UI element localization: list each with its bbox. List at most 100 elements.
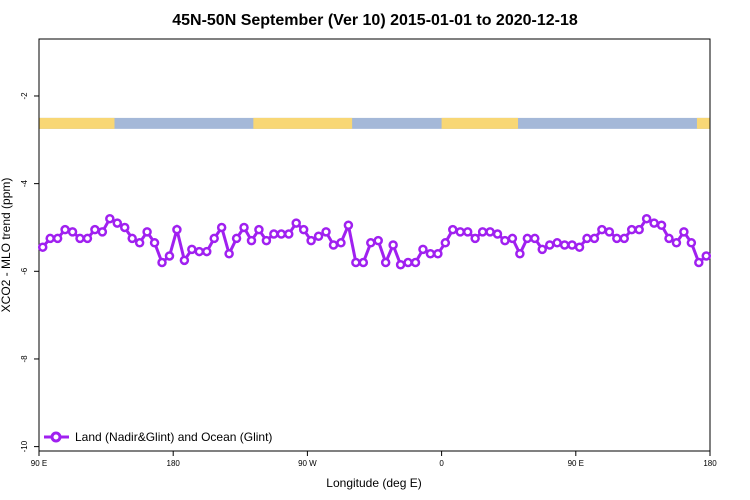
data-point <box>284 229 294 239</box>
data-point <box>634 224 644 235</box>
data-point <box>537 244 547 255</box>
data-point <box>462 227 473 237</box>
land-segment <box>441 117 519 129</box>
data-point <box>202 246 212 257</box>
data-point <box>306 235 316 246</box>
data-point <box>60 224 70 235</box>
data-point <box>298 224 309 235</box>
x-tick-label: 90 E <box>568 459 584 468</box>
data-point <box>418 244 428 255</box>
data-point <box>544 240 555 250</box>
data-point <box>649 218 659 228</box>
data-point <box>589 233 600 244</box>
data-point <box>216 222 227 233</box>
data-point <box>90 224 100 235</box>
data-point <box>530 233 540 244</box>
data-point <box>626 224 637 235</box>
land-segment <box>253 117 353 129</box>
data-point <box>239 222 249 233</box>
x-tick-label: 90 W <box>298 459 317 468</box>
data-point <box>343 220 354 231</box>
data-point <box>82 233 93 244</box>
land-segment <box>696 117 710 129</box>
data-point <box>604 227 615 237</box>
y-axis: -2 -4 -6 -8 -10 <box>20 92 39 452</box>
ocean-band <box>39 117 710 129</box>
data-point <box>694 257 704 268</box>
x-tick-label: 180 <box>167 459 181 468</box>
data-point <box>291 218 301 228</box>
land-ocean-strip <box>39 117 710 129</box>
y-tick-label: -2 <box>20 92 29 100</box>
data-point <box>366 238 376 248</box>
x-tick-label: 180 <box>703 459 717 468</box>
data-point <box>52 233 63 244</box>
data-point <box>410 257 421 268</box>
data-point <box>127 233 137 244</box>
data-point <box>455 227 465 237</box>
y-tick-label: -8 <box>20 355 29 363</box>
y-tick-label: -10 <box>20 440 29 452</box>
chart-title: 45N-50N September (Ver 10) 2015-01-01 to… <box>172 12 578 29</box>
data-point <box>574 242 585 252</box>
data-point <box>686 238 697 248</box>
y-tick-label: -4 <box>20 180 29 188</box>
data-point <box>112 218 123 228</box>
data-point <box>485 227 495 237</box>
data-point <box>269 229 279 239</box>
data-point <box>552 238 562 248</box>
data-point <box>470 233 480 244</box>
x-axis-label: Longitude (deg E) <box>326 476 421 490</box>
data-point <box>157 257 167 268</box>
data-point <box>231 233 242 244</box>
x-axis: 90 E 180 90 W 0 90 E 180 <box>31 451 717 468</box>
data-point <box>380 257 391 268</box>
data-point <box>597 224 607 235</box>
data-point <box>37 242 48 252</box>
data-point <box>701 251 712 261</box>
data-point <box>149 238 160 248</box>
data-point <box>119 222 130 233</box>
data-point <box>134 238 145 248</box>
data-point <box>507 233 518 244</box>
data-point <box>351 257 361 268</box>
data-point <box>433 249 443 259</box>
data-point <box>67 227 78 237</box>
data-point <box>612 233 622 244</box>
data-point <box>567 240 577 250</box>
data-point <box>321 227 331 237</box>
data-point <box>395 259 406 270</box>
data-point <box>656 220 667 231</box>
data-point <box>105 213 115 224</box>
data-point <box>187 244 197 255</box>
data-point <box>388 240 398 250</box>
data-point <box>75 233 85 244</box>
x-tick-label: 0 <box>439 459 444 468</box>
legend-marker <box>50 431 62 443</box>
data-point <box>328 240 339 250</box>
data-point <box>194 246 205 257</box>
data-point <box>172 224 182 235</box>
data-point <box>276 229 287 239</box>
data-point <box>515 249 525 259</box>
data-point <box>641 213 652 224</box>
data-point <box>164 251 175 261</box>
data-point <box>261 235 272 246</box>
data-point <box>671 238 682 248</box>
data-point <box>559 240 570 250</box>
data-point <box>492 229 503 239</box>
y-tick-label: -6 <box>20 267 29 275</box>
data-point <box>97 227 108 237</box>
data-point <box>425 249 436 259</box>
y-axis-label: XCO2 - MLO trend (ppm) <box>0 178 13 313</box>
data-point <box>313 231 324 241</box>
data-point <box>373 235 383 246</box>
data-point <box>179 255 190 266</box>
legend-entry: Land (Nadir&Glint) and Ocean (Glint) <box>75 430 272 444</box>
legend: Land (Nadir&Glint) and Ocean (Glint) <box>44 430 272 444</box>
data-point <box>254 224 264 235</box>
data-point <box>582 233 592 244</box>
data-point <box>679 227 689 237</box>
data-point <box>500 235 510 246</box>
